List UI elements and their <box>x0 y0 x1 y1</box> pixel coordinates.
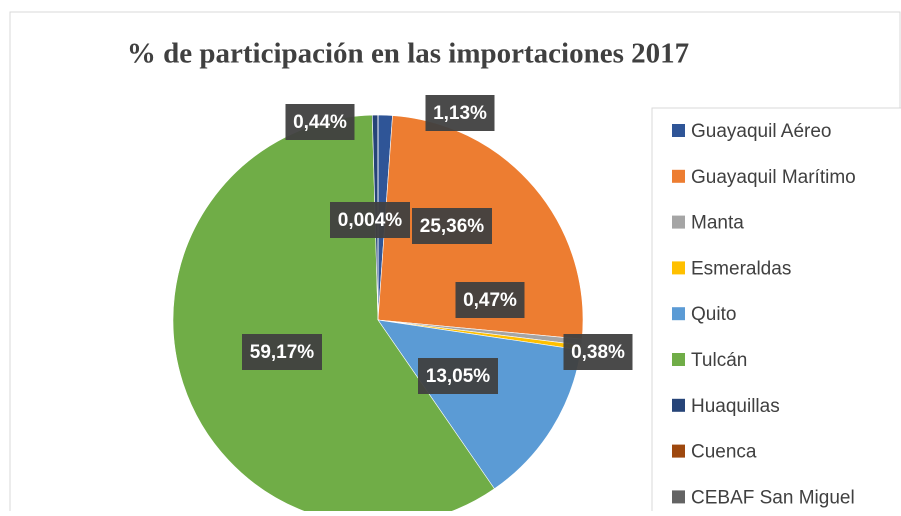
legend-swatch <box>672 216 685 229</box>
legend-swatch <box>672 399 685 412</box>
legend-label: Esmeraldas <box>691 258 791 279</box>
chart-title: % de participación en las importaciones … <box>127 38 689 70</box>
legend-swatch <box>672 170 685 183</box>
data-label: 1,13% <box>433 103 487 124</box>
data-label: 0,004% <box>338 210 403 231</box>
legend-label: Huaquillas <box>691 396 780 417</box>
legend-label: Manta <box>691 213 744 234</box>
legend-swatch <box>672 307 685 320</box>
data-label: 25,36% <box>420 216 485 237</box>
legend-swatch <box>672 490 685 503</box>
legend-label: Guayaquil Aéreo <box>691 121 832 142</box>
data-label: 0,47% <box>463 290 517 311</box>
legend-label: Guayaquil Marítimo <box>691 167 856 188</box>
legend-label: CEBAF San Miguel <box>691 487 855 508</box>
legend-label: Quito <box>691 304 736 325</box>
legend-swatch <box>672 445 685 458</box>
data-label: 59,17% <box>250 342 315 363</box>
legend-label: Cuenca <box>691 442 757 463</box>
legend-swatch <box>672 261 685 274</box>
legend-swatch <box>672 353 685 366</box>
data-label: 0,44% <box>293 112 347 133</box>
data-label: 0,38% <box>571 342 625 363</box>
data-label: 13,05% <box>426 366 491 387</box>
legend-swatch <box>672 124 685 137</box>
legend-label: Tulcán <box>691 350 747 371</box>
